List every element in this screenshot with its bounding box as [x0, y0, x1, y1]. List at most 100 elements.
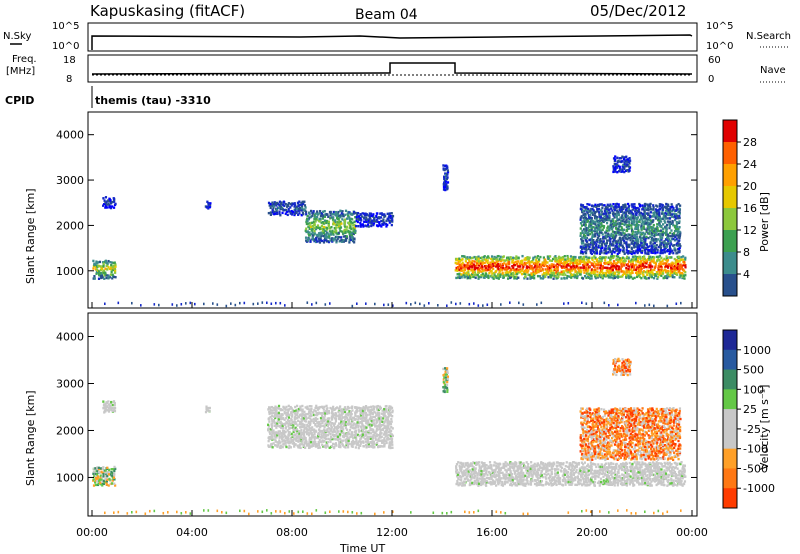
echo-cell — [640, 276, 643, 280]
echo-cell — [583, 261, 586, 264]
echo-cell — [338, 510, 340, 513]
echo-cell — [392, 304, 394, 307]
echo-cell — [599, 215, 602, 218]
echo-cell — [343, 222, 347, 225]
echo-cell — [631, 232, 634, 236]
echo-cell — [643, 265, 646, 268]
echo-cell — [342, 409, 345, 412]
echo-cell — [532, 270, 535, 273]
echo-cell — [642, 257, 645, 260]
echo-cell — [657, 255, 660, 258]
echo-cell — [634, 210, 637, 213]
echo-cell — [486, 259, 489, 262]
echo-cell — [297, 207, 301, 211]
echo-cell — [361, 223, 365, 226]
echo-cell — [308, 414, 311, 417]
echo-cell — [621, 256, 625, 259]
echo-cell — [625, 218, 628, 221]
echo-cell — [389, 441, 392, 444]
echo-cell — [500, 265, 503, 268]
echo-cell — [353, 433, 356, 437]
echo-cell — [324, 303, 327, 306]
echo-cell — [527, 269, 530, 272]
echo-cell — [546, 272, 549, 276]
echo-cell — [647, 252, 650, 255]
echo-cell — [445, 383, 449, 387]
echo-cell — [645, 218, 648, 221]
echo-cell — [606, 247, 610, 250]
echo-cell — [642, 236, 646, 239]
nsky-panel — [87, 22, 698, 52]
echo-cell — [379, 439, 382, 442]
echo-cell — [389, 423, 393, 426]
echo-cell — [293, 422, 296, 425]
echo-cell — [363, 212, 366, 215]
echo-cell — [352, 439, 355, 442]
echo-cell — [482, 269, 485, 272]
echo-cell — [646, 273, 649, 277]
echo-cell — [288, 422, 291, 426]
echo-cell — [463, 264, 466, 267]
echo-cell — [355, 219, 358, 222]
echo-cell — [501, 269, 504, 272]
echo-cell — [555, 270, 558, 273]
echo-cell — [342, 240, 345, 243]
echo-cell — [583, 263, 586, 266]
echo-cell — [622, 163, 625, 167]
echo-cell — [317, 436, 320, 439]
echo-cell — [536, 274, 540, 278]
echo-cell — [104, 511, 106, 515]
echo-cell — [610, 255, 613, 258]
echo-cell — [383, 213, 386, 216]
echo-cell — [658, 211, 661, 214]
echo-cell — [657, 266, 660, 270]
echo-cell — [669, 222, 672, 225]
echo-cell — [623, 167, 626, 171]
echo-cell — [625, 248, 628, 252]
echo-cell — [374, 431, 377, 435]
echo-cell — [332, 220, 335, 224]
echo-cell — [309, 432, 312, 435]
echo-cell — [548, 269, 551, 272]
echo-cell — [471, 256, 474, 260]
echo-cell — [628, 233, 631, 237]
echo-cell — [613, 251, 616, 254]
echo-cell — [332, 239, 335, 242]
echo-cell — [348, 442, 351, 446]
echo-cell — [455, 463, 459, 466]
echo-cell — [476, 268, 480, 271]
y-tick-label: 4000 — [56, 129, 84, 142]
echo-cell — [671, 270, 674, 273]
echo-cell — [658, 271, 662, 275]
echo-cell — [322, 232, 325, 235]
echo-cell — [323, 410, 326, 414]
echo-cell — [524, 256, 527, 260]
echo-cell — [495, 269, 498, 273]
echo-cell — [622, 206, 625, 210]
echo-cell — [499, 255, 502, 259]
echo-cell — [605, 212, 608, 215]
echo-cell — [318, 237, 321, 240]
echo-cell — [673, 271, 676, 275]
echo-cell — [110, 268, 113, 272]
echo-cell — [647, 225, 650, 229]
echo-cell — [302, 429, 306, 432]
echo-cell — [93, 475, 96, 478]
echo-cell — [462, 273, 466, 277]
echo-cell — [633, 219, 636, 223]
echo-cell — [337, 210, 340, 214]
echo-cell — [373, 216, 376, 220]
echo-cell — [615, 249, 618, 252]
echo-cell — [575, 261, 579, 264]
echo-cell — [279, 407, 282, 411]
echo-cell — [638, 203, 642, 207]
echo-cell — [673, 229, 677, 233]
echo-cell — [639, 214, 642, 217]
echo-cell — [457, 471, 460, 474]
echo-cell — [650, 259, 653, 263]
echo-cell — [339, 425, 342, 429]
echo-cell — [643, 255, 646, 258]
echo-cell — [630, 275, 633, 279]
echo-cell — [298, 423, 301, 426]
echo-cell — [644, 216, 647, 219]
